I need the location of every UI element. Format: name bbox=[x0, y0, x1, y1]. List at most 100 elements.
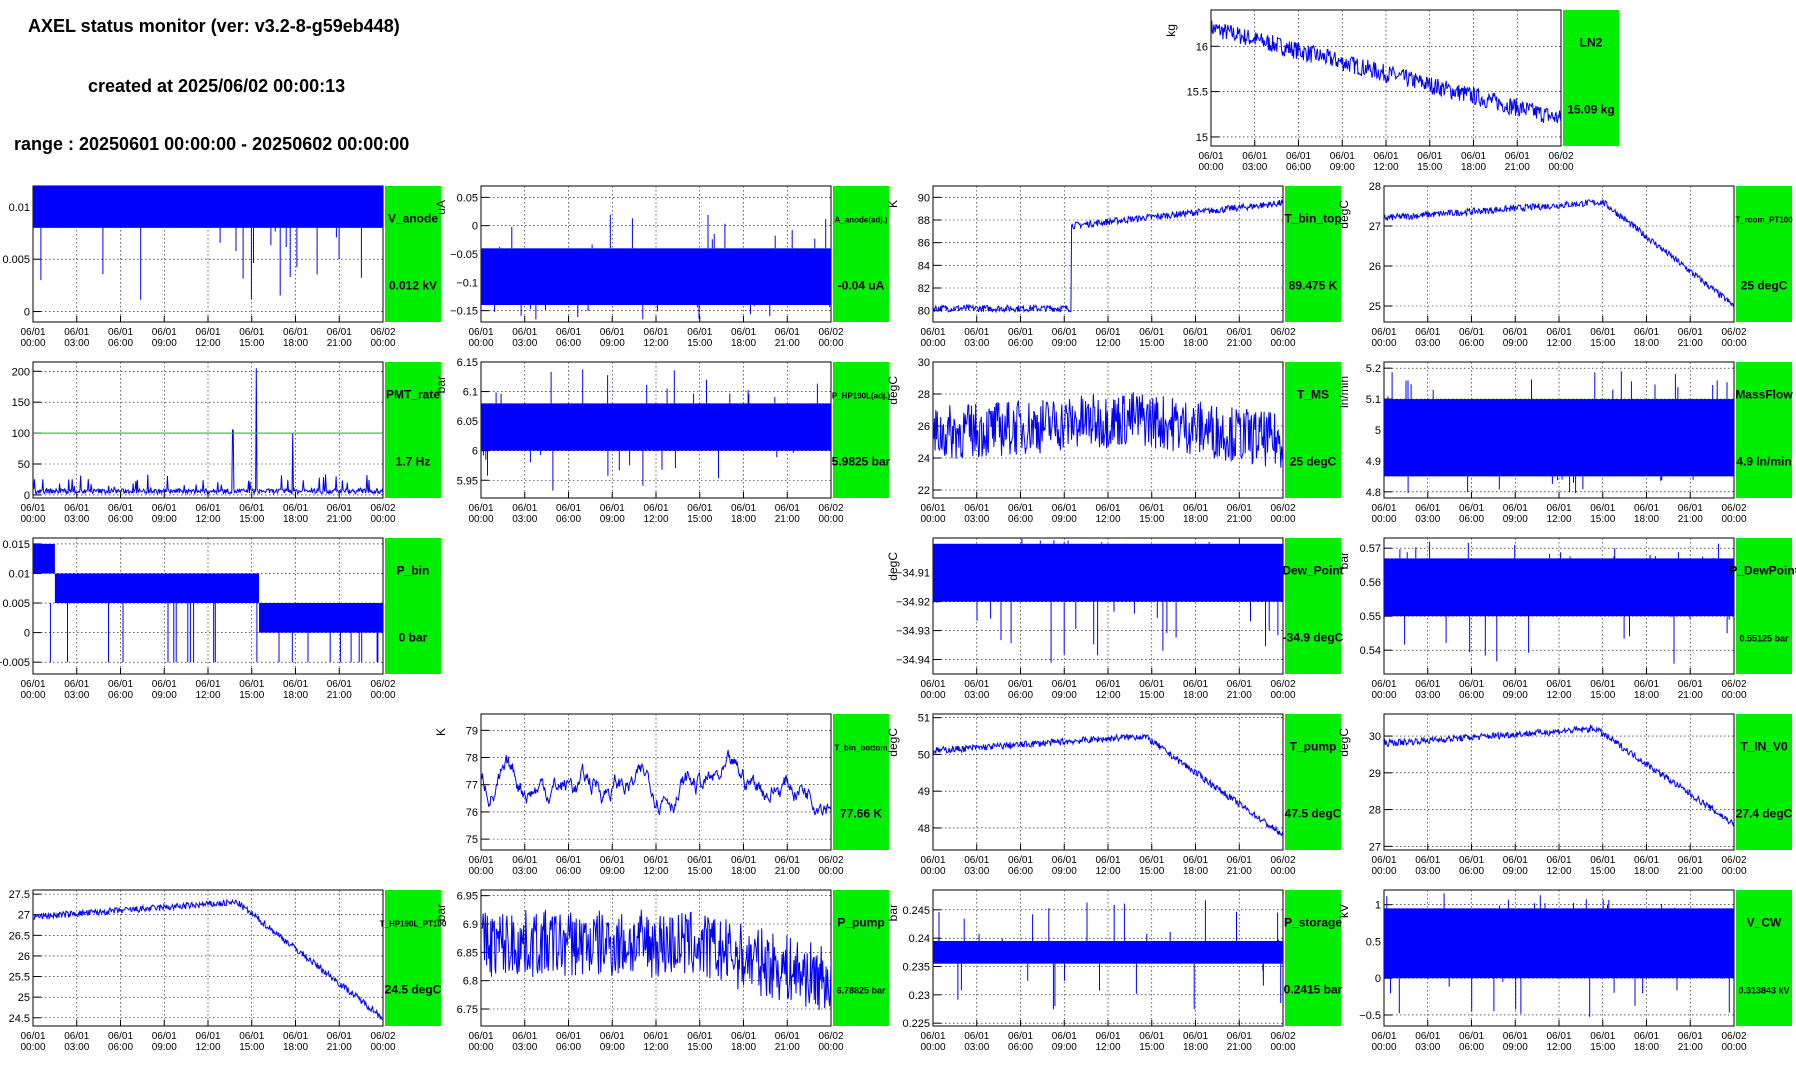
x-tick-label: 06/02 bbox=[370, 1031, 395, 1042]
data-line bbox=[481, 909, 831, 1010]
data-trace bbox=[933, 392, 1283, 468]
x-tick-label: 18:00 bbox=[1183, 866, 1208, 877]
x-tick-label: 15:00 bbox=[687, 338, 712, 349]
x-tick-label: 21:00 bbox=[775, 1042, 800, 1053]
x-tick-label: 18:00 bbox=[1634, 866, 1659, 877]
x-tick-label: 06/01 bbox=[64, 679, 89, 690]
x-tick-label: 06/01 bbox=[1095, 503, 1120, 514]
x-tick-label: 06/01 bbox=[1503, 855, 1528, 866]
x-tick-label: 06/01 bbox=[1634, 1031, 1659, 1042]
y-tick-label: 27 bbox=[1369, 221, 1381, 233]
x-tick-label: 03:00 bbox=[64, 1042, 89, 1053]
x-tick-label: 06:00 bbox=[1008, 1042, 1033, 1053]
data-trace bbox=[481, 214, 831, 320]
x-tick-label: 06/02 bbox=[370, 679, 395, 690]
y-tick-label: −34.91 bbox=[896, 568, 930, 580]
status-name: P_pump bbox=[837, 916, 884, 930]
x-tick-label: 06/01 bbox=[195, 1031, 220, 1042]
x-tick-label: 06/02 bbox=[370, 503, 395, 514]
x-tick-label: 06/02 bbox=[1721, 1031, 1746, 1042]
y-tick-label: 0.56 bbox=[1360, 577, 1381, 589]
data-band bbox=[259, 603, 383, 633]
status-name: MassFlow bbox=[1735, 388, 1793, 402]
status-box bbox=[385, 186, 441, 322]
x-tick-label: 00:00 bbox=[370, 690, 395, 701]
x-tick-label: 06:00 bbox=[108, 514, 133, 525]
x-tick-label: 09:00 bbox=[1503, 338, 1528, 349]
x-tick-label: 06/01 bbox=[1139, 327, 1164, 338]
x-tick-label: 06/01 bbox=[687, 855, 712, 866]
data-line bbox=[49, 603, 379, 663]
x-tick-label: 18:00 bbox=[731, 866, 756, 877]
x-tick-label: 06/01 bbox=[64, 1031, 89, 1042]
x-tick-label: 06/01 bbox=[283, 327, 308, 338]
y-tick-label: 90 bbox=[918, 192, 930, 204]
x-tick-label: 21:00 bbox=[1505, 162, 1530, 173]
status-box bbox=[1736, 714, 1792, 850]
x-tick-label: 06/01 bbox=[64, 327, 89, 338]
x-tick-label: 06:00 bbox=[1008, 866, 1033, 877]
x-tick-label: 18:00 bbox=[1183, 514, 1208, 525]
x-tick-label: 06/01 bbox=[1678, 1031, 1703, 1042]
data-trace bbox=[933, 900, 1283, 1010]
status-value: 1.7 Hz bbox=[396, 454, 431, 468]
x-tick-label: 00:00 bbox=[1548, 162, 1573, 173]
x-tick-label: 03:00 bbox=[1415, 866, 1440, 877]
x-tick-label: 06/01 bbox=[1052, 1031, 1077, 1042]
y-tick-label: −0.05 bbox=[450, 249, 478, 261]
x-tick-label: 06/01 bbox=[20, 503, 45, 514]
plot-area: 0.2250.230.2350.240.24506/0100:0006/0103… bbox=[886, 889, 1343, 1053]
x-tick-label: 06/01 bbox=[512, 855, 537, 866]
x-tick-label: 21:00 bbox=[1678, 338, 1703, 349]
x-tick-label: 06/01 bbox=[1095, 855, 1120, 866]
x-tick-label: 06/01 bbox=[108, 679, 133, 690]
y-tick-label: 16 bbox=[1196, 41, 1208, 53]
x-tick-label: 06/01 bbox=[512, 1031, 537, 1042]
x-tick-label: 09:00 bbox=[152, 1042, 177, 1053]
x-tick-label: 06/01 bbox=[1330, 151, 1355, 162]
data-line bbox=[933, 198, 1283, 314]
x-tick-label: 09:00 bbox=[1052, 866, 1077, 877]
x-tick-label: 06/01 bbox=[600, 1031, 625, 1042]
x-tick-label: 06/01 bbox=[1546, 327, 1571, 338]
x-tick-label: 15:00 bbox=[1590, 338, 1615, 349]
y-tick-label: 0 bbox=[24, 307, 30, 319]
chart-ln2: 1515.51606/0100:0006/0103:0006/0106:0006… bbox=[1164, 9, 1619, 173]
x-tick-label: 06/01 bbox=[600, 855, 625, 866]
x-tick-label: 06/01 bbox=[108, 1031, 133, 1042]
x-tick-label: 06/01 bbox=[643, 855, 668, 866]
x-tick-label: 06:00 bbox=[1459, 514, 1484, 525]
x-tick-label: 12:00 bbox=[643, 866, 668, 877]
x-tick-label: 06/01 bbox=[1503, 503, 1528, 514]
chart-p-hp190l: 5.9566.056.16.1506/0100:0006/0103:0006/0… bbox=[434, 357, 891, 525]
x-tick-label: 06/01 bbox=[964, 855, 989, 866]
plot-area: 0.540.550.560.5706/0100:0006/0103:0006/0… bbox=[1337, 537, 1796, 701]
status-box bbox=[833, 714, 889, 850]
x-tick-label: 12:00 bbox=[195, 690, 220, 701]
data-band bbox=[933, 941, 1283, 964]
x-tick-label: 03:00 bbox=[512, 866, 537, 877]
x-tick-label: 03:00 bbox=[64, 338, 89, 349]
data-trace bbox=[1384, 199, 1734, 308]
y-tick-label: 77 bbox=[466, 780, 478, 792]
x-tick-label: 00:00 bbox=[468, 866, 493, 877]
x-tick-label: 06/01 bbox=[1371, 855, 1396, 866]
status-value: -34.9 degC bbox=[1283, 630, 1344, 644]
status-value: 25 degC bbox=[1741, 278, 1788, 292]
status-box bbox=[833, 890, 889, 1026]
x-tick-label: 06/01 bbox=[1183, 855, 1208, 866]
x-tick-label: 06/01 bbox=[1008, 855, 1033, 866]
x-tick-label: 12:00 bbox=[1095, 338, 1120, 349]
data-line bbox=[1384, 199, 1734, 308]
plot-area: 80828486889006/0100:0006/0103:0006/0106:… bbox=[886, 185, 1342, 349]
x-tick-label: 06/01 bbox=[327, 503, 352, 514]
data-line bbox=[936, 538, 1279, 663]
x-tick-label: 12:00 bbox=[1546, 690, 1571, 701]
y-tick-label: 100 bbox=[12, 428, 30, 440]
x-tick-label: 00:00 bbox=[20, 690, 45, 701]
x-tick-label: 06/01 bbox=[1139, 503, 1164, 514]
x-tick-label: 06/01 bbox=[152, 503, 177, 514]
x-tick-label: 18:00 bbox=[731, 514, 756, 525]
y-tick-label: 25 bbox=[18, 992, 30, 1004]
x-tick-label: 06/01 bbox=[468, 327, 493, 338]
